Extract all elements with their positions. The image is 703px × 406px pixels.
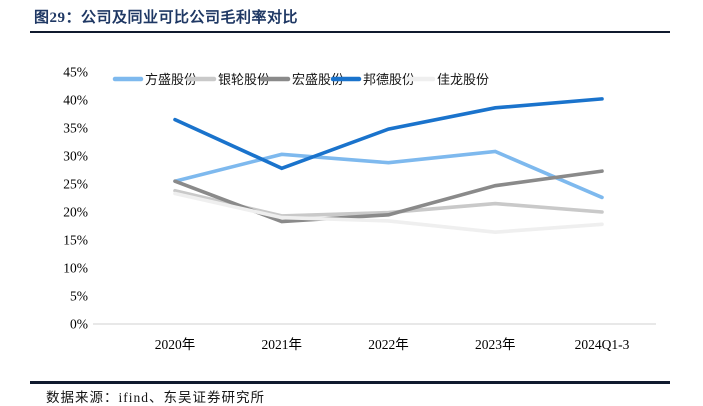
legend-label-0: 方盛股份 [145,72,197,87]
y-axis-tick-label: 25% [63,177,88,192]
y-axis-tick-label: 15% [63,233,88,248]
legend-label-1: 银轮股份 [218,72,270,87]
y-axis-tick-label: 35% [63,121,88,136]
y-axis-tick-label: 5% [70,289,88,304]
legend-label-3: 邦德股份 [363,72,415,87]
footer-divider [30,381,670,384]
series-line-3 [173,97,604,171]
x-axis-tick-label: 2020年 [155,337,196,352]
y-axis-tick-label: 45% [63,65,88,80]
y-axis-tick-label: 30% [63,149,88,164]
title-divider [30,31,670,33]
legend-label-4: 佳龙股份 [437,72,489,87]
y-axis-tick-label: 20% [63,205,88,220]
x-axis-tick-label: 2023年 [475,337,516,352]
series-line-2 [173,169,604,224]
legend-label-2: 宏盛股份 [292,72,344,87]
data-source-note: 数据来源：ifind、东吴证券研究所 [46,390,265,405]
y-axis-tick-label: 10% [63,261,88,276]
figure-title: 图29：公司及同业可比公司毛利率对比 [34,10,299,26]
series-line-1 [173,188,604,218]
series-line-4 [173,191,604,234]
x-axis-tick-label: 2022年 [368,337,409,352]
y-axis-tick-label: 0% [70,317,88,332]
x-axis-tick-label: 2021年 [262,337,303,352]
x-axis-tick-label: 2024Q1-3 [575,337,630,352]
series-line-0 [173,149,604,200]
y-axis-tick-label: 40% [63,93,88,108]
